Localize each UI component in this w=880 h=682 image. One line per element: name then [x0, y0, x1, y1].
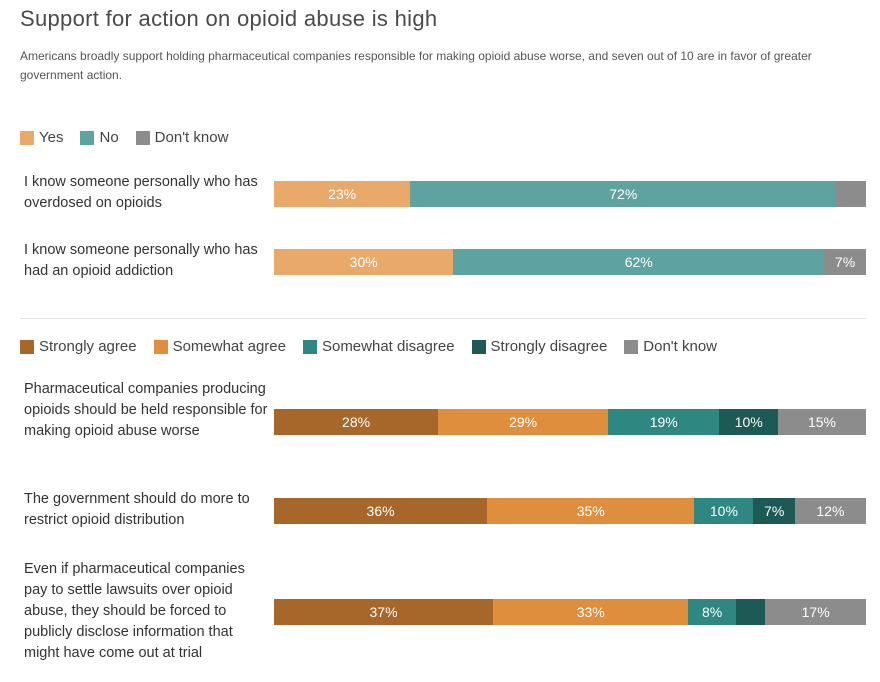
legend-swatch-don-t-know	[624, 339, 639, 354]
legend-label-somewhat-agree: Somewhat agree	[172, 338, 286, 355]
bar-segment-somewhat-agree: 35%	[487, 498, 695, 524]
legend-swatch-don-t-know	[135, 130, 150, 145]
row-label: Even if pharmaceutical companies pay to …	[24, 561, 245, 661]
legend-swatch-strongly-disagree	[471, 339, 486, 354]
row-label: I know someone personally who has had an…	[24, 242, 258, 279]
legend-swatch-strongly-agree	[20, 339, 34, 354]
legend-item-yes: Yes	[20, 129, 63, 146]
chart-subtitle: Americans broadly support holding pharma…	[20, 49, 812, 82]
bar-segment-somewhat-disagree: 10%	[694, 498, 754, 524]
row-label: I know someone personally who has overdo…	[24, 174, 258, 211]
legend-item-somewhat-agree: Somewhat agree	[153, 338, 286, 355]
stacked-bar: 30% 62% 7%	[274, 249, 866, 275]
bar-segment-strongly-disagree: 7%	[753, 498, 795, 524]
legend-label-yes: Yes	[39, 129, 64, 146]
legend-item-strongly-disagree: Strongly disagree	[471, 338, 608, 355]
bar-segment-don-t-know: 7%	[824, 249, 866, 275]
bar-segment-somewhat-agree: 33%	[493, 599, 689, 625]
legend-item-somewhat-disagree: Somewhat disagree	[302, 338, 455, 355]
legend-item-don-t-know: Don't know	[624, 338, 717, 355]
bar-segment-yes: 30%	[274, 249, 454, 275]
legend-label-no: No	[99, 129, 119, 146]
bar-segment-somewhat-disagree: 8%	[688, 599, 736, 625]
bar-segment-no: 72%	[410, 181, 837, 207]
legend-item-no: No	[80, 129, 119, 146]
chart-title: Support for action on opioid abuse is hi…	[20, 6, 438, 31]
bar-segment-strongly-agree: 37%	[274, 599, 494, 625]
row-label: Pharmaceutical companies producing opioi…	[24, 381, 268, 439]
legend-label-strongly-agree: Strongly agree	[39, 338, 137, 355]
bar-segment-don-t-know: 12%	[794, 498, 866, 524]
section-divider	[20, 318, 866, 319]
legend-swatch-no	[80, 130, 95, 145]
bar-segment-yes: 23%	[274, 181, 411, 207]
stacked-bar: 23% 72%	[274, 181, 866, 207]
stacked-bar: 37% 33% 8% 17%	[274, 599, 866, 625]
bar-segment-strongly-disagree	[735, 599, 766, 625]
stacked-bar: 28% 29% 19% 10% 15%	[274, 409, 866, 435]
legend-experience: Yes No Don't know	[20, 129, 245, 146]
bar-segment-no: 62%	[453, 249, 825, 275]
legend-item-don-t-know: Don't know	[135, 129, 229, 146]
legend-swatch-yes	[20, 130, 34, 145]
legend-label-somewhat-disagree: Somewhat disagree	[321, 338, 455, 355]
bar-segment-don-t-know: 15%	[778, 409, 866, 435]
legend-item-strongly-agree: Strongly agree	[20, 338, 137, 355]
bar-segment-don-t-know: 17%	[765, 599, 866, 625]
bar-segment-somewhat-disagree: 19%	[608, 409, 720, 435]
bar-segment-strongly-agree: 36%	[274, 498, 488, 524]
stacked-bar: 36% 35% 10% 7% 12%	[274, 498, 866, 524]
bar-segment-strongly-agree: 28%	[274, 409, 439, 435]
legend-agreement: Strongly agree Somewhat agree Somewhat dis…	[20, 338, 734, 355]
bar-segment-don-t-know	[836, 181, 866, 207]
legend-label-don-t-know: Don't know	[643, 338, 718, 355]
bar-segment-somewhat-agree: 29%	[438, 409, 609, 435]
legend-swatch-somewhat-disagree	[302, 339, 317, 354]
row-label: The government should do more to restric…	[24, 491, 250, 528]
legend-label-don-t-know: Don't know	[154, 129, 229, 146]
legend-label-strongly-disagree: Strongly disagree	[490, 338, 608, 355]
legend-swatch-somewhat-agree	[153, 339, 168, 354]
bar-segment-strongly-disagree: 10%	[719, 409, 779, 435]
